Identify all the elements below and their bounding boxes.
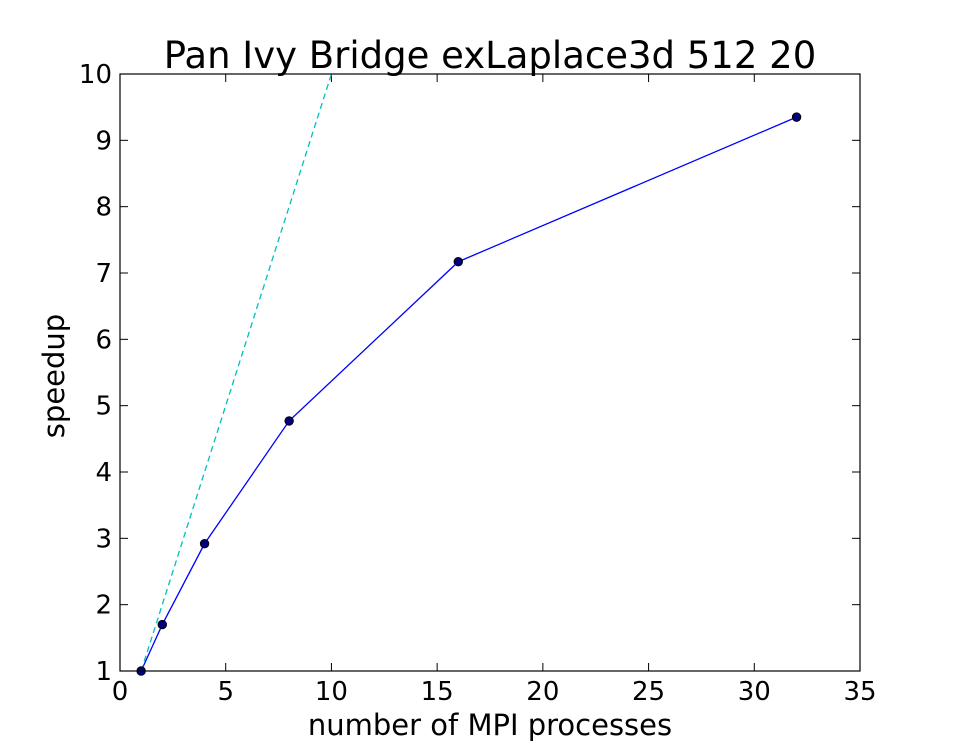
series-group <box>140 74 797 671</box>
x-tick-label: 15 <box>421 677 454 707</box>
y-tick-label: 3 <box>95 524 112 554</box>
plot-frame <box>119 73 861 672</box>
x-tick-label: 0 <box>112 677 129 707</box>
x-tick-label: 10 <box>315 677 348 707</box>
data-point <box>199 538 210 549</box>
y-tick-label: 7 <box>95 259 112 289</box>
y-tick-label: 10 <box>79 60 112 90</box>
measured-speedup-line <box>140 116 797 671</box>
x-tick-label: 25 <box>632 677 665 707</box>
x-tick-label: 5 <box>217 677 234 707</box>
data-point <box>284 416 294 426</box>
y-tick-label: 6 <box>95 325 112 355</box>
y-tick-label: 8 <box>95 193 112 223</box>
y-tick-label: 2 <box>95 591 112 621</box>
ideal-speedup-line <box>140 74 333 671</box>
plot-area: 0 5 10 15 20 25 30 35 1 2 3 4 5 6 7 8 9 10 <box>79 60 877 707</box>
data-point <box>453 257 463 267</box>
y-axis-label: speedup <box>37 314 71 438</box>
y-tick-label: 9 <box>95 126 112 156</box>
data-point <box>791 112 802 122</box>
x-tick-label: 20 <box>526 677 559 707</box>
x-tick-label: 30 <box>738 677 771 707</box>
y-tick-label: 1 <box>95 657 112 687</box>
data-point <box>157 619 167 630</box>
y-tick-label: 4 <box>95 458 112 488</box>
x-axis-label: number of MPI processes <box>308 708 672 742</box>
x-tick-label: 35 <box>843 677 876 707</box>
marker-group <box>136 112 802 676</box>
chart-title: Pan Ivy Bridge exLaplace3d 512 20 <box>164 34 816 77</box>
y-tick-label: 5 <box>95 392 112 422</box>
